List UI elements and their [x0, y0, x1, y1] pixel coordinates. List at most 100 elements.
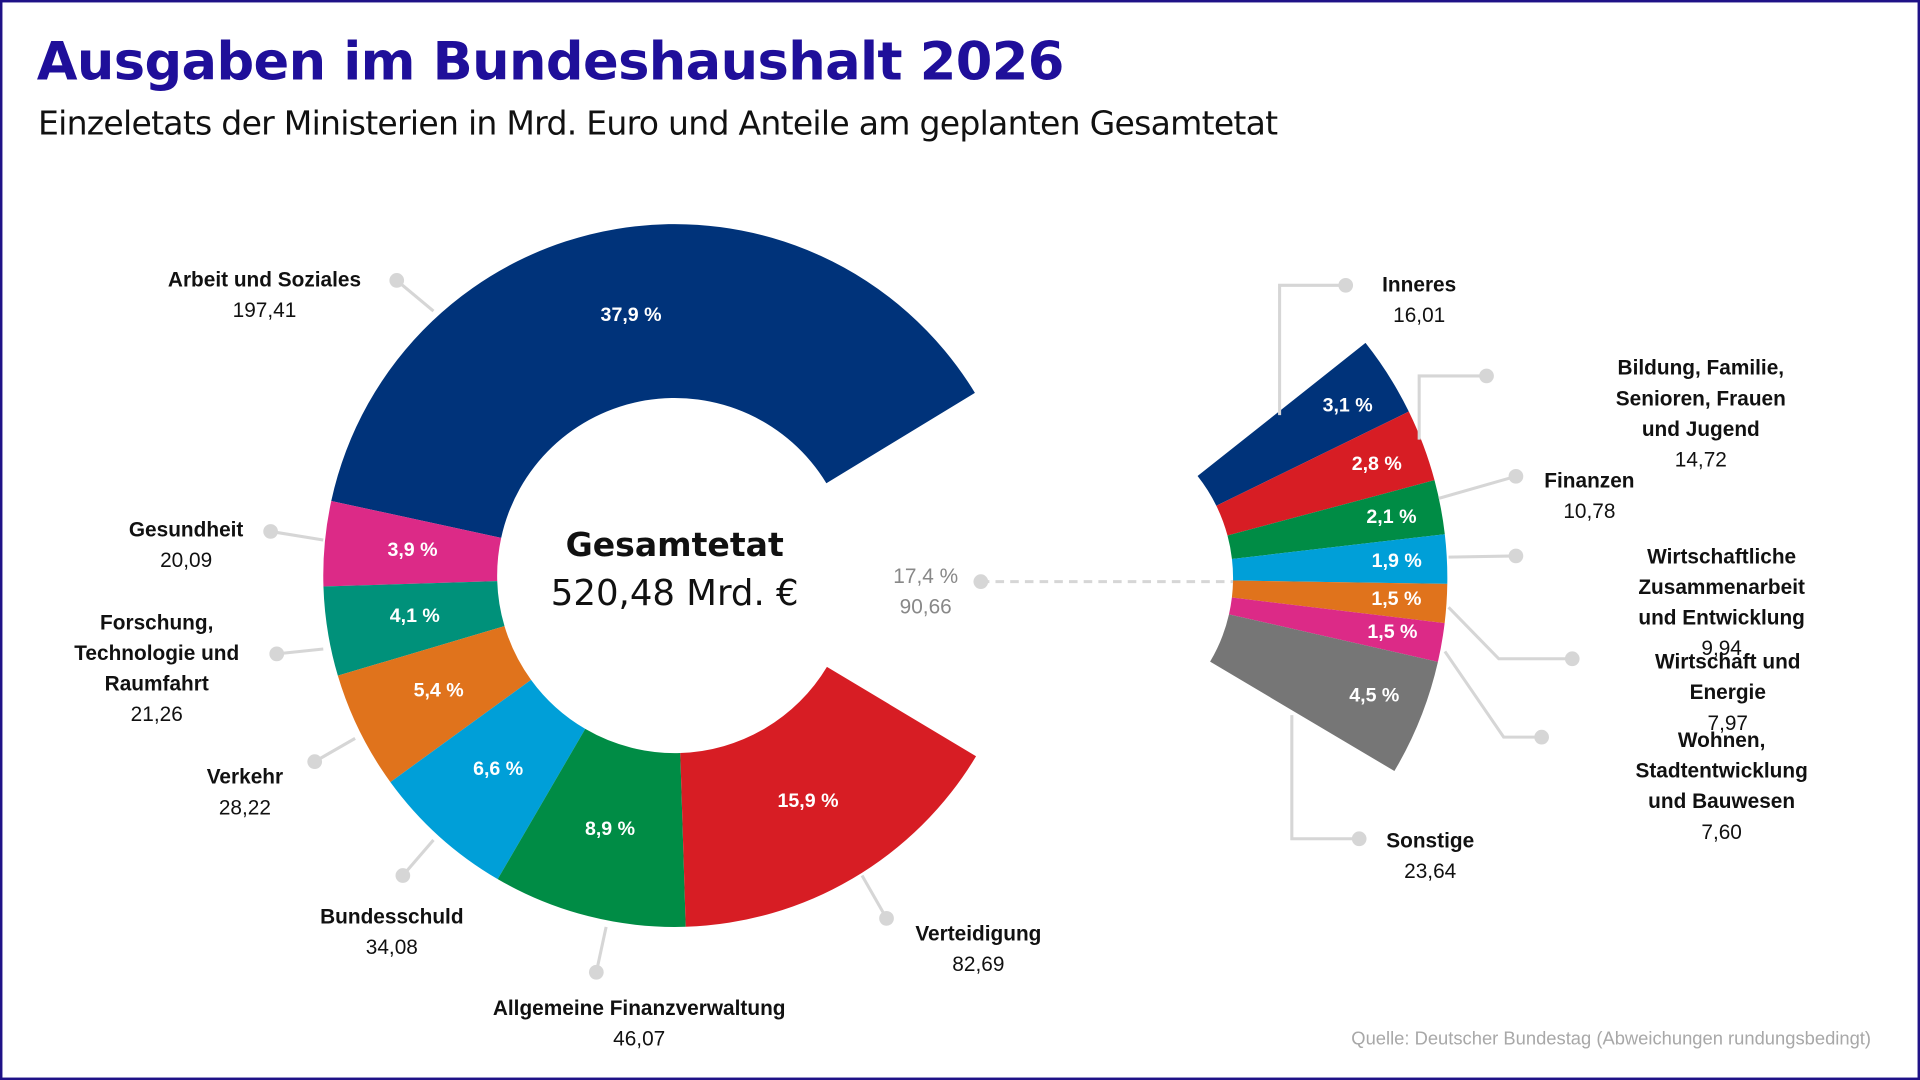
slice-value: 14,72: [1674, 448, 1727, 472]
slice-label: Bundesschuld 34,08: [320, 901, 463, 962]
slice-4: [390, 679, 586, 880]
breakout-slice-4: [1231, 580, 1448, 624]
slice-value: 82,69: [952, 952, 1005, 976]
breakout-slice-0: [1197, 342, 1409, 506]
slice-name: Arbeit und Soziales: [167, 268, 362, 292]
leader-main-6-dot: [879, 911, 894, 926]
slice-label: Forschung, Technologie und Raumfahrt 21,2…: [74, 607, 239, 729]
leader-breakout-5-line: [1443, 650, 1542, 739]
slice-name: Allgemeine Finanzverwaltung: [492, 996, 786, 1021]
leader-main-2-dot: [269, 646, 285, 662]
breakout-label: Wirtschaftliche Zusammenarbeit und Entwi…: [1624, 541, 1820, 663]
breakout-label: Bildung, Familie, Senioren, Frauen und J…: [1592, 353, 1809, 475]
slice-1: [323, 501, 502, 587]
slice-2: [323, 581, 505, 676]
leader-breakout-6-dot: [1351, 831, 1367, 847]
leader-breakout-0-line: [1278, 283, 1346, 416]
slice-value: 7,60: [1701, 820, 1742, 844]
leader-breakout-3-dot: [1508, 548, 1524, 564]
leader-breakout-4-line: [1447, 606, 1573, 661]
slice-name: Finanzen: [1544, 468, 1635, 493]
breakout-slice-1: [1216, 411, 1435, 536]
leader-breakout-6-line: [1290, 715, 1360, 841]
slice-value: 197,41: [232, 298, 297, 323]
donut-center: Gesamtetat 520,48 Mrd. €: [551, 527, 799, 614]
slice-value: 46,07: [613, 1027, 666, 1051]
breakout-percent-label: 1,9 %: [1371, 550, 1422, 572]
slice-0: [331, 224, 975, 538]
slice-label: Arbeit und Soziales 197,41: [168, 264, 361, 325]
slice-name: Bundesschuld: [320, 904, 464, 929]
slice-value: 90,66: [899, 595, 952, 619]
slice-name: Wirtschaft und Energie: [1654, 650, 1801, 705]
leader-breakout-5-dot: [1534, 729, 1549, 745]
leader-main-5-line: [594, 926, 608, 973]
slice-percent: 17,4 %: [893, 564, 959, 588]
leader-main-1-line: [270, 529, 324, 542]
slice-name: Wirtschaftliche Zusammenarbeit und Entwi…: [1638, 544, 1805, 630]
slice-percent-label: 8,9 %: [584, 819, 636, 841]
slice-percent-label: 3,9 %: [387, 540, 438, 562]
slice-percent-label: 4,1 %: [389, 606, 440, 628]
other-share-label: 17,4 % 90,66: [893, 561, 958, 622]
slice-percent-label: 6,6 %: [473, 759, 524, 781]
leader-main-6-line: [860, 874, 888, 920]
slice-value: 7,97: [1707, 711, 1749, 735]
leader-main-3-dot: [307, 754, 323, 769]
leader-main-1-dot: [263, 524, 278, 539]
leader-main-4-line: [401, 839, 435, 877]
slice-percent-label: 15,9 %: [777, 791, 839, 813]
slice-6: [680, 666, 977, 927]
breakout-label: Inneres 16,01: [1382, 269, 1456, 330]
breakout-percent-label: 1,5 %: [1371, 588, 1422, 610]
slice-label: Gesundheit 20,09: [129, 514, 244, 575]
chart-title: Ausgaben im Bundeshaushalt 2026: [36, 31, 1065, 94]
slice-name: Forschung, Technologie und Raumfahrt: [74, 611, 240, 696]
breakout-slice-3: [1231, 534, 1448, 584]
breakout-percent-label: 2,1 %: [1366, 506, 1417, 528]
slice-value: 28,22: [218, 795, 271, 820]
leader-breakout-0-dot: [1338, 277, 1354, 293]
slice-name: Sonstige: [1386, 828, 1475, 853]
leader-main-0-dot: [389, 273, 405, 288]
leader-main-4-dot: [395, 868, 411, 883]
breakout-percent-label: 4,5 %: [1349, 685, 1400, 707]
leader-main-0-line: [395, 279, 435, 313]
slice-name: Verkehr: [206, 765, 284, 789]
breakout-percent-label: 3,1 %: [1322, 395, 1373, 417]
leader-main-3-line: [313, 737, 356, 763]
leader-breakout-2-dot: [1508, 468, 1524, 484]
leader-breakout-3-line: [1448, 554, 1516, 559]
slice-value: 34,08: [365, 935, 418, 959]
center-value: 520,48 Mrd. €: [550, 571, 799, 614]
breakout-slice-2: [1227, 480, 1445, 559]
chart-subtitle: Einzeletats der Ministerien in Mrd. Euro…: [37, 105, 1278, 144]
source-note: Quelle: Deutscher Bundestag (Abweichunge…: [1351, 1028, 1872, 1050]
leader-other-dot: [973, 574, 989, 589]
slice-label: Verkehr 28,22: [207, 762, 283, 823]
slice-label: Allgemeine Finanzverwaltung 46,07: [493, 993, 786, 1054]
slice-percent-label: 37,9 %: [600, 304, 662, 326]
slice-value: 16,01: [1393, 303, 1446, 327]
slice-name: Wohnen, Stadtentwicklung und Bauwesen: [1635, 728, 1808, 814]
breakout-label: Finanzen 10,78: [1544, 465, 1634, 526]
slice-name: Verteidigung: [915, 922, 1042, 946]
center-label: Gesamtetat: [565, 526, 784, 565]
breakout-label: Wohnen, Stadtentwicklung und Bauwesen 7,6…: [1624, 725, 1820, 847]
slice-percent-label: 5,4 %: [413, 681, 464, 702]
leader-breakout-2-line: [1438, 474, 1517, 500]
breakout-label: Sonstige 23,64: [1386, 825, 1474, 886]
leader-main-2-line: [276, 647, 324, 656]
breakout-slice-5: [1228, 597, 1445, 662]
breakout-label: Wirtschaft und Energie 7,97: [1633, 647, 1823, 739]
breakout-slice-6: [1210, 614, 1438, 772]
slice-5: [497, 728, 686, 927]
slice-name: Gesundheit: [128, 517, 244, 542]
breakout-percent-label: 2,8 %: [1351, 454, 1402, 476]
slice-name: Bildung, Familie, Senioren, Frauen und J…: [1615, 356, 1786, 441]
slice-value: 10,78: [1563, 499, 1616, 523]
leader-breakout-4-dot: [1564, 651, 1580, 667]
slice-value: 21,26: [130, 702, 183, 727]
leader-main-5-dot: [588, 964, 604, 980]
